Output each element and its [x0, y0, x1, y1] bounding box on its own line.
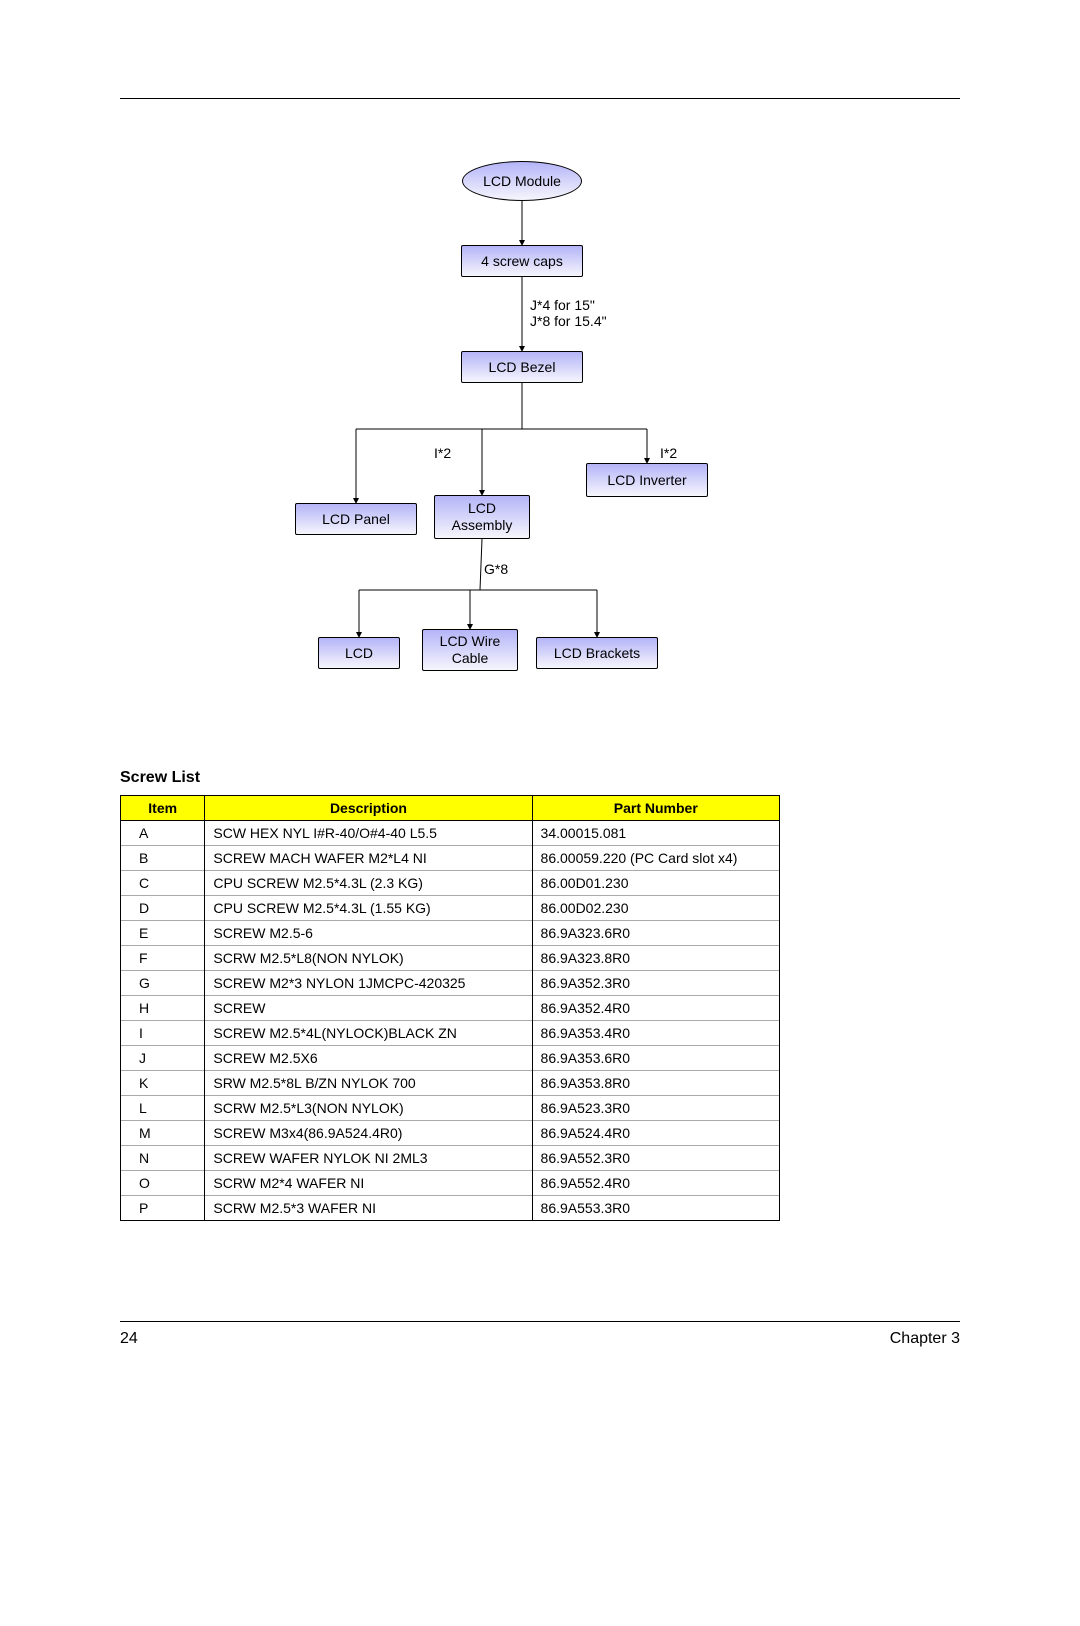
page-number: 24 [120, 1330, 138, 1348]
cell-item: P [121, 1196, 205, 1221]
table-row: DCPU SCREW M2.5*4.3L (1.55 KG)86.00D02.2… [121, 896, 780, 921]
node-lcd-panel: LCD Panel [295, 503, 417, 535]
table-row: BSCREW MACH WAFER M2*L4 NI86.00059.220 (… [121, 846, 780, 871]
cell-part-number: 34.00015.081 [532, 821, 779, 846]
cell-description: SCRW M2*4 WAFER NI [205, 1171, 532, 1196]
cell-part-number: 86.9A353.4R0 [532, 1021, 779, 1046]
col-part-number: Part Number [532, 796, 779, 821]
bottom-rule [120, 1321, 960, 1322]
cell-item: D [121, 896, 205, 921]
cell-item: I [121, 1021, 205, 1046]
cell-part-number: 86.9A352.4R0 [532, 996, 779, 1021]
cell-item: H [121, 996, 205, 1021]
table-row: JSCREW M2.5X686.9A353.6R0 [121, 1046, 780, 1071]
cell-description: SCREW [205, 996, 532, 1021]
cell-item: B [121, 846, 205, 871]
document-page: LCD Module 4 screw caps LCD Bezel LCD Inver… [0, 98, 1080, 1626]
table-row: MSCREW M3x4(86.9A524.4R0)86.9A524.4R0 [121, 1121, 780, 1146]
top-rule [120, 98, 960, 99]
cell-description: SRW M2.5*8L B/ZN NYLOK 700 [205, 1071, 532, 1096]
cell-part-number: 86.9A352.3R0 [532, 971, 779, 996]
table-row: NSCREW WAFER NYLOK NI 2ML386.9A552.3R0 [121, 1146, 780, 1171]
cell-description: SCW HEX NYL I#R-40/O#4-40 L5.5 [205, 821, 532, 846]
node-lcd-assembly: LCD Assembly [434, 495, 530, 539]
cell-description: CPU SCREW M2.5*4.3L (1.55 KG) [205, 896, 532, 921]
cell-item: K [121, 1071, 205, 1096]
table-row: ESCREW M2.5-686.9A323.6R0 [121, 921, 780, 946]
col-item: Item [121, 796, 205, 821]
table-row: KSRW M2.5*8L B/ZN NYLOK 70086.9A353.8R0 [121, 1071, 780, 1096]
table-row: HSCREW86.9A352.4R0 [121, 996, 780, 1021]
cell-part-number: 86.9A523.3R0 [532, 1096, 779, 1121]
col-description: Description [205, 796, 532, 821]
page-footer: 24 Chapter 3 [120, 1330, 960, 1388]
cell-item: J [121, 1046, 205, 1071]
cell-part-number: 86.9A524.4R0 [532, 1121, 779, 1146]
table-row: ASCW HEX NYL I#R-40/O#4-40 L5.534.00015.… [121, 821, 780, 846]
node-screw-caps: 4 screw caps [461, 245, 583, 277]
table-header-row: Item Description Part Number [121, 796, 780, 821]
cell-description: SCRW M2.5*3 WAFER NI [205, 1196, 532, 1221]
cell-item: G [121, 971, 205, 996]
cell-description: SCREW MACH WAFER M2*L4 NI [205, 846, 532, 871]
cell-item: C [121, 871, 205, 896]
cell-item: A [121, 821, 205, 846]
cell-item: N [121, 1146, 205, 1171]
cell-description: SCRW M2.5*L8(NON NYLOK) [205, 946, 532, 971]
cell-item: L [121, 1096, 205, 1121]
cell-description: SCREW M2.5X6 [205, 1046, 532, 1071]
cell-description: SCRW M2.5*L3(NON NYLOK) [205, 1096, 532, 1121]
cell-description: SCREW M2.5*4L(NYLOCK)BLACK ZN [205, 1021, 532, 1046]
table-row: OSCRW M2*4 WAFER NI86.9A552.4R0 [121, 1171, 780, 1196]
chapter-label: Chapter 3 [890, 1330, 960, 1348]
cell-part-number: 86.9A323.6R0 [532, 921, 779, 946]
cell-part-number: 86.00059.220 (PC Card slot x4) [532, 846, 779, 871]
node-lcd: LCD [318, 637, 400, 669]
edge-label: G*8 [484, 561, 508, 577]
table-row: FSCRW M2.5*L8(NON NYLOK)86.9A323.8R0 [121, 946, 780, 971]
cell-description: SCREW M2.5-6 [205, 921, 532, 946]
cell-part-number: 86.00D02.230 [532, 896, 779, 921]
cell-part-number: 86.9A353.6R0 [532, 1046, 779, 1071]
table-row: ISCREW M2.5*4L(NYLOCK)BLACK ZN86.9A353.4… [121, 1021, 780, 1046]
cell-description: SCREW M3x4(86.9A524.4R0) [205, 1121, 532, 1146]
node-lcd-brackets: LCD Brackets [536, 637, 658, 669]
screw-list-title: Screw List [120, 769, 960, 787]
cell-description: SCREW WAFER NYLOK NI 2ML3 [205, 1146, 532, 1171]
edge-label: J*4 for 15" J*8 for 15.4" [530, 297, 607, 329]
screw-list-table: Item Description Part Number ASCW HEX NY… [120, 795, 780, 1221]
table-row: PSCRW M2.5*3 WAFER NI86.9A553.3R0 [121, 1196, 780, 1221]
cell-part-number: 86.00D01.230 [532, 871, 779, 896]
table-row: GSCREW M2*3 NYLON 1JMCPC-42032586.9A352.… [121, 971, 780, 996]
node-lcd-wire: LCD Wire Cable [422, 629, 518, 671]
cell-item: F [121, 946, 205, 971]
edge-label: I*2 [434, 445, 451, 461]
node-lcd-bezel: LCD Bezel [461, 351, 583, 383]
cell-item: M [121, 1121, 205, 1146]
cell-item: O [121, 1171, 205, 1196]
edge-label: I*2 [660, 445, 677, 461]
cell-part-number: 86.9A553.3R0 [532, 1196, 779, 1221]
cell-description: CPU SCREW M2.5*4.3L (2.3 KG) [205, 871, 532, 896]
node-lcd-inverter: LCD Inverter [586, 463, 708, 497]
table-row: LSCRW M2.5*L3(NON NYLOK)86.9A523.3R0 [121, 1096, 780, 1121]
table-row: CCPU SCREW M2.5*4.3L (2.3 KG)86.00D01.23… [121, 871, 780, 896]
cell-item: E [121, 921, 205, 946]
cell-description: SCREW M2*3 NYLON 1JMCPC-420325 [205, 971, 532, 996]
node-lcd-module: LCD Module [462, 161, 582, 201]
cell-part-number: 86.9A323.8R0 [532, 946, 779, 971]
lcd-flowchart: LCD Module 4 screw caps LCD Bezel LCD Inver… [120, 159, 960, 729]
cell-part-number: 86.9A353.8R0 [532, 1071, 779, 1096]
cell-part-number: 86.9A552.4R0 [532, 1171, 779, 1196]
cell-part-number: 86.9A552.3R0 [532, 1146, 779, 1171]
